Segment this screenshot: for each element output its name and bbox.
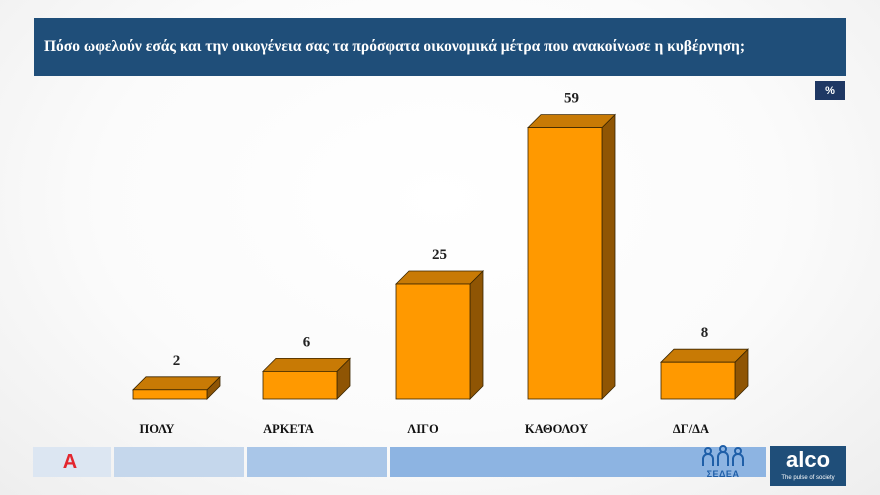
data-label: 25: [432, 247, 447, 263]
category-label: ΑΡΚΕΤΑ: [263, 422, 314, 436]
people-icon: [702, 445, 744, 466]
data-label: 2: [173, 353, 181, 369]
category-label: ΛΙΓΟ: [407, 422, 439, 436]
data-label: 59: [564, 91, 579, 107]
category-label: ΚΑΘΟΛΟΥ: [525, 422, 588, 436]
bar-side: [469, 270, 484, 400]
bar-top: [395, 270, 484, 285]
footer-bar: [0, 447, 880, 495]
sedea-logo: ΣΕΔΕΑ: [698, 444, 748, 480]
bar: [132, 389, 208, 400]
sedea-logo-text: ΣΕΔΕΑ: [706, 469, 740, 479]
title-bar: Πόσο ωφελούν εσάς και την οικογένεια σας…: [34, 18, 846, 76]
bar: [527, 127, 603, 400]
bar: [262, 370, 338, 400]
bar-side: [601, 113, 616, 400]
alpha-logo: Α: [62, 451, 78, 473]
bar-top: [262, 357, 351, 372]
alco-logo-name: alco: [785, 447, 831, 472]
bar: [660, 361, 736, 400]
alco-logo: alco The pulse of society: [770, 446, 846, 486]
alco-logo-tagline: The pulse of society: [781, 475, 835, 481]
page-title: Πόσο ωφελούν εσάς και την οικογένεια σας…: [44, 38, 746, 55]
bar: [395, 283, 471, 400]
data-label: 6: [303, 334, 311, 350]
bar-top: [527, 114, 616, 128]
bar-top: [660, 348, 749, 363]
footer-segment-1: [33, 447, 111, 477]
footer-segment-3: [247, 447, 387, 477]
footer-segment-2: [114, 447, 244, 477]
category-label: ΔΓ/ΔΑ: [673, 422, 709, 436]
data-label: 8: [701, 325, 709, 341]
category-label: ΠΟΛΥ: [140, 422, 175, 436]
bar-top: [132, 376, 221, 391]
unit-badge: %: [815, 81, 845, 100]
